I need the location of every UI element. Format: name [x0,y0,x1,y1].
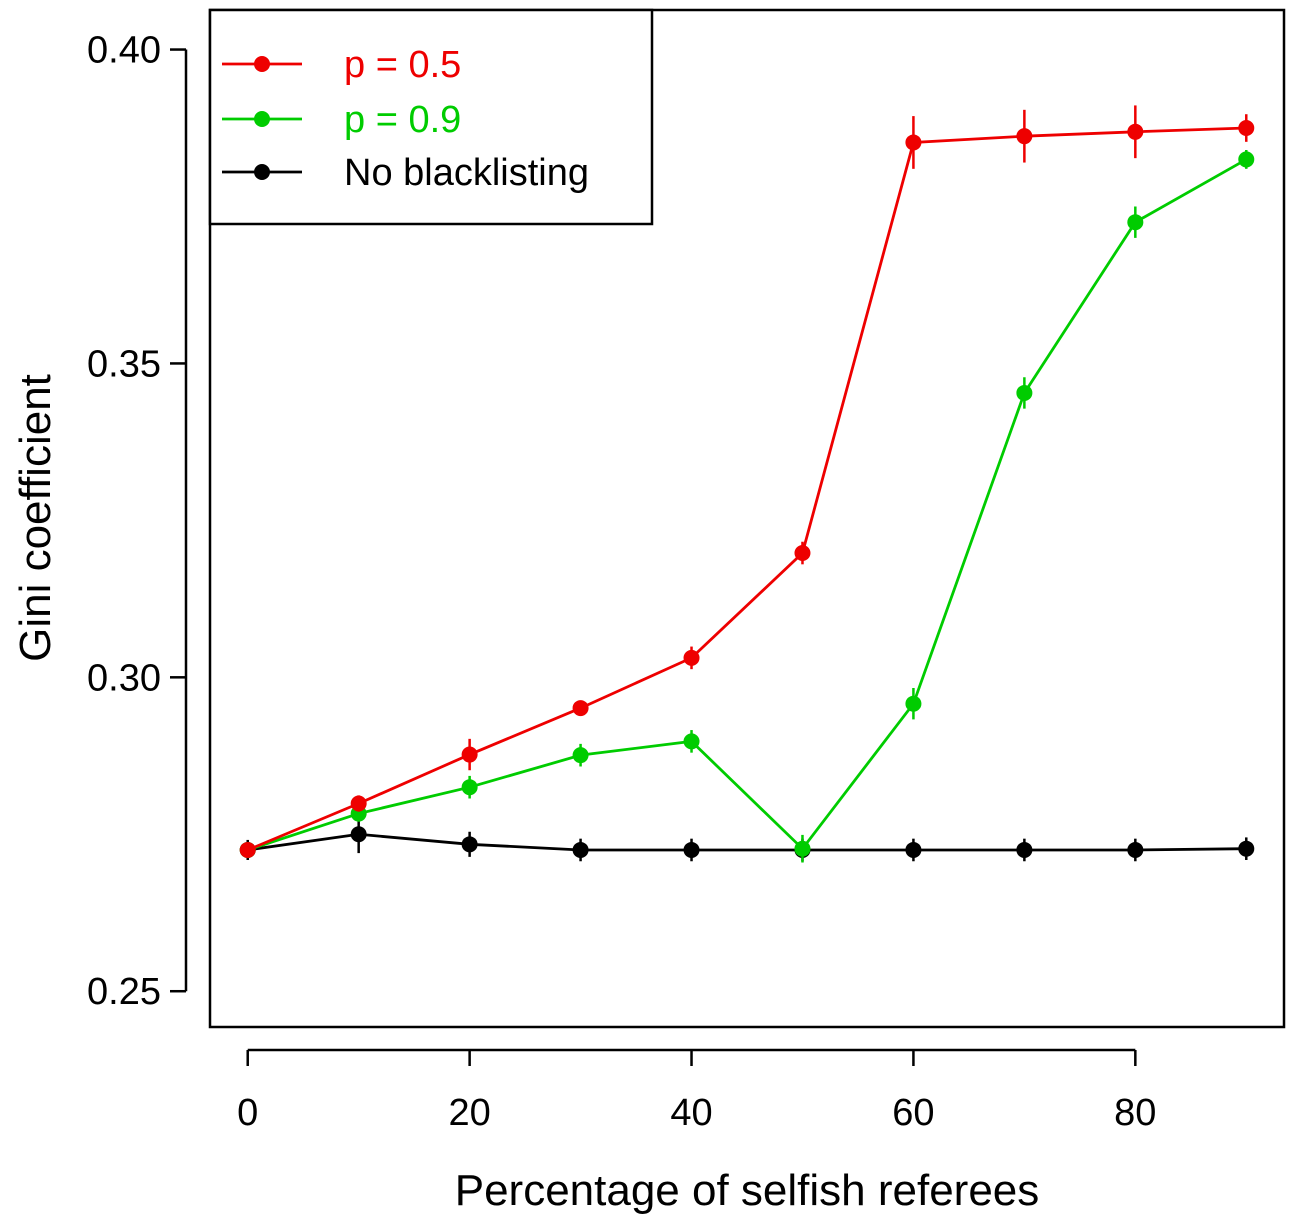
data-point [1238,120,1255,137]
legend-marker [254,56,270,72]
data-point [1238,840,1255,857]
legend-marker [254,164,270,180]
y-axis: 0.25 0.30 0.35 0.40 [87,30,188,1013]
x-axis-title: Percentage of selfish referees [455,1166,1040,1215]
data-point [905,695,922,712]
legend-marker [254,111,270,127]
data-point [1016,841,1033,858]
series-line [247,126,1247,852]
y-tick-label: 0.25 [87,971,161,1013]
data-point [683,841,700,858]
data-point [350,826,367,843]
data-point [350,795,367,812]
legend-label: p = 0.5 [344,44,461,86]
data-point [461,836,478,853]
data-point [905,841,922,858]
data-point [461,779,478,796]
data-point [1127,123,1144,140]
data-point [572,747,589,764]
legend-items: p = 0.5 p = 0.9 No blacklisting [222,44,589,194]
data-point [1016,384,1033,401]
series-2 [239,815,1255,862]
series-0 [239,105,1255,858]
data-point [572,841,589,858]
data-point [572,700,589,717]
x-tick-label: 0 [237,1092,258,1134]
x-tick-label: 60 [892,1092,934,1134]
series-layer [239,105,1255,863]
legend-box [208,8,654,226]
data-point [794,840,811,857]
data-point [683,733,700,750]
data-point [794,545,811,562]
series-line [247,832,1247,852]
data-point [461,746,478,763]
plot-frame [208,8,1286,1029]
x-tick-label: 40 [670,1092,712,1134]
y-tick-label: 0.30 [87,657,161,699]
data-point [1238,151,1255,168]
y-tick-label: 0.35 [87,343,161,385]
y-axis-title: Gini coefficient [11,374,60,662]
series-line [247,158,1247,852]
legend-label: No blacklisting [344,152,589,194]
x-axis: 0 20 40 60 80 [237,1048,1156,1134]
x-tick-label: 20 [448,1092,490,1134]
legend: p = 0.5 p = 0.9 No blacklisting [208,8,654,226]
legend-label: p = 0.9 [344,99,461,141]
data-point [905,134,922,151]
y-tick-label: 0.40 [87,30,161,72]
data-point [1127,214,1144,231]
data-point [683,649,700,666]
data-point [239,841,256,858]
data-point [1127,841,1144,858]
data-point [1016,128,1033,145]
x-tick-label: 80 [1114,1092,1156,1134]
series-1 [239,149,1255,863]
